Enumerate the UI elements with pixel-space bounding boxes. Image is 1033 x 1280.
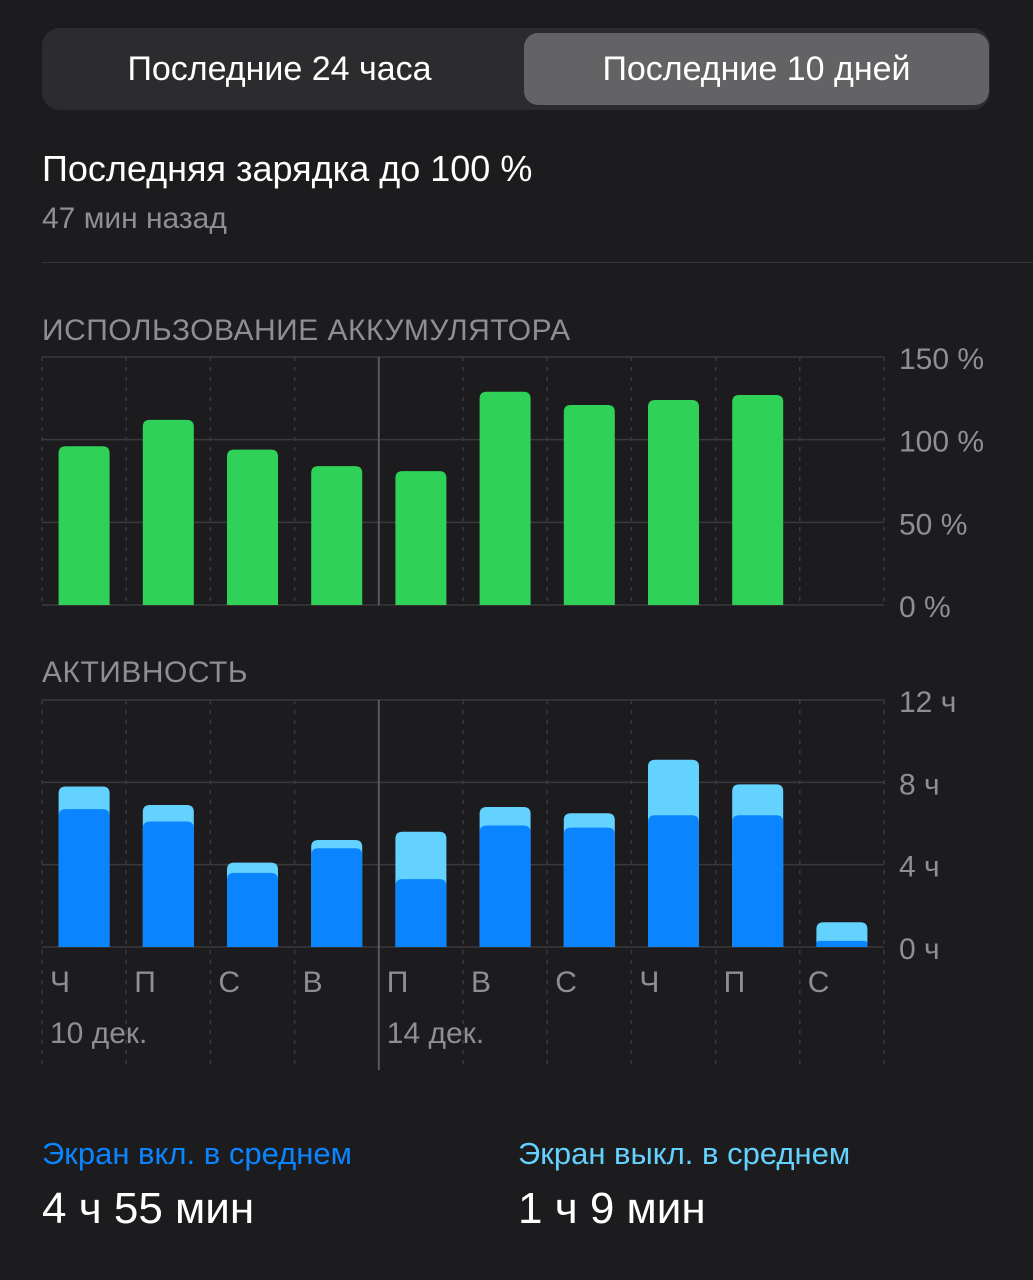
battery-bar <box>732 395 784 605</box>
y-tick-label: 8 ч <box>899 768 940 801</box>
activity-title: АКТИВНОСТЬ <box>42 656 249 689</box>
screen-on-bar <box>142 821 194 947</box>
battery-bar <box>563 404 615 605</box>
segment-last-24-hours[interactable]: Последние 24 часа <box>127 49 432 88</box>
battery-bar <box>395 471 447 605</box>
screen-on-bar <box>732 815 784 947</box>
screen-on-average-label: Экран вкл. в среднем <box>42 1136 352 1171</box>
screen-off-average-value: 1 ч 9 мин <box>518 1184 706 1233</box>
screen-on-bar <box>563 827 615 947</box>
day-label: Ч <box>639 966 659 999</box>
screen-on-bar <box>311 848 363 947</box>
y-tick-label: 150 % <box>899 343 984 376</box>
screen-on-average-value: 4 ч 55 мин <box>42 1184 255 1233</box>
day-label: В <box>471 966 491 999</box>
screen-on-bar <box>395 879 447 947</box>
screen-off-average-label: Экран выкл. в среднем <box>518 1136 851 1171</box>
screen-on-bar <box>227 872 278 947</box>
day-label: Ч <box>50 966 70 999</box>
battery-bar <box>58 446 110 605</box>
screen-on-bar <box>58 809 110 947</box>
y-tick-label: 100 % <box>899 426 984 459</box>
time-range-segmented-control: Последние 24 часа Последние 10 дней <box>42 28 990 110</box>
date-label: 14 дек. <box>387 1017 484 1050</box>
day-label: П <box>387 966 409 999</box>
day-label: В <box>303 966 323 999</box>
date-label: 10 дек. <box>50 1017 147 1050</box>
y-tick-label: 12 ч <box>899 686 956 719</box>
day-label: С <box>555 966 577 999</box>
battery-bar <box>648 399 699 605</box>
activity-chart[interactable]: 12 ч 8 ч 4 ч 0 ч Ч П С В П В С Ч П С 10 дек. 14 дек. <box>0 0 1033 1100</box>
y-tick-label: 4 ч <box>899 851 940 884</box>
day-label: П <box>724 966 746 999</box>
day-label: С <box>218 966 240 999</box>
battery-usage-chart[interactable]: 150 % 100 % 50 % 0 % <box>0 0 1033 640</box>
battery-bar <box>311 466 363 605</box>
y-tick-label: 0 % <box>899 591 951 624</box>
battery-bar <box>142 419 194 605</box>
screen-on-bar <box>479 825 531 947</box>
battery-bar <box>227 449 278 605</box>
segment-last-10-days[interactable]: Последние 10 дней <box>524 33 989 105</box>
divider <box>42 262 1033 263</box>
last-charge-time: 47 мин назад <box>42 202 227 235</box>
y-tick-label: 50 % <box>899 508 967 541</box>
screen-on-bar <box>816 940 868 947</box>
y-tick-label: 0 ч <box>899 933 940 966</box>
last-charge-title: Последняя зарядка до 100 % <box>42 148 533 189</box>
screen-on-bar <box>648 815 699 947</box>
battery-bar <box>479 391 531 605</box>
battery-usage-title: ИСПОЛЬЗОВАНИЕ АККУМУЛЯТОРА <box>42 314 571 347</box>
day-label: П <box>134 966 156 999</box>
day-label: С <box>808 966 830 999</box>
